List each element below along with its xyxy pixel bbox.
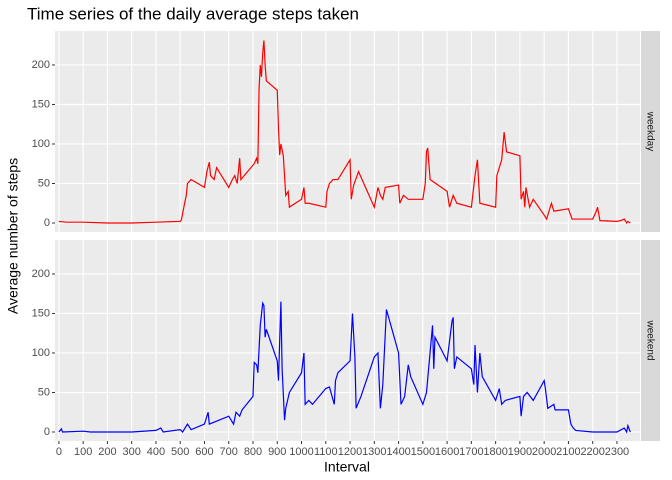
y-tick-label: 150 <box>32 307 50 319</box>
x-tick-label: 1200 <box>338 446 362 458</box>
y-tick-label: 0 <box>44 217 50 229</box>
x-tick-label: 700 <box>220 446 238 458</box>
x-tick-label: 2100 <box>556 446 580 458</box>
line <box>58 301 631 434</box>
x-tick-label: 1600 <box>435 446 459 458</box>
x-tick-label: 1300 <box>362 446 386 458</box>
panel <box>55 240 640 441</box>
x-tick-label: 2200 <box>580 446 604 458</box>
x-tick-label: 0 <box>56 446 62 458</box>
x-tick-label: 600 <box>195 446 213 458</box>
y-tick-label: 200 <box>32 59 50 71</box>
strip <box>641 240 660 441</box>
line <box>58 40 631 225</box>
y-tick-label: 50 <box>38 177 50 189</box>
y-tick-label: 200 <box>32 268 50 280</box>
panel <box>55 31 640 232</box>
x-tick-label: 300 <box>122 446 140 458</box>
x-tick-label: 1900 <box>508 446 532 458</box>
x-tick-label: 1000 <box>289 446 313 458</box>
y-tick-label: 0 <box>44 426 50 438</box>
strip-label: weekday <box>644 111 655 151</box>
y-axis-label: Average number of steps <box>5 158 21 314</box>
y-tick-label: 150 <box>32 98 50 110</box>
strip-label: weekend <box>644 319 655 360</box>
x-tick-label: 400 <box>147 446 165 458</box>
y-tick-label: 100 <box>32 138 50 150</box>
x-tick-label: 1400 <box>386 446 410 458</box>
x-tick-label: 100 <box>74 446 92 458</box>
x-tick-label: 2000 <box>532 446 556 458</box>
x-tick-label: 200 <box>98 446 116 458</box>
x-tick-label: 900 <box>268 446 286 458</box>
x-tick-label: 1500 <box>411 446 435 458</box>
y-tick-label: 100 <box>32 347 50 359</box>
chart-title: Time series of the daily average steps t… <box>27 4 359 23</box>
x-tick-label: 800 <box>244 446 262 458</box>
x-tick-label: 1700 <box>459 446 483 458</box>
x-tick-label: 1800 <box>483 446 507 458</box>
x-tick-label: 1100 <box>314 446 338 458</box>
x-axis-label: Interval <box>324 459 370 475</box>
y-tick-label: 50 <box>38 386 50 398</box>
x-tick-label: 500 <box>171 446 189 458</box>
x-tick-label: 2300 <box>605 446 629 458</box>
strip <box>641 31 660 232</box>
